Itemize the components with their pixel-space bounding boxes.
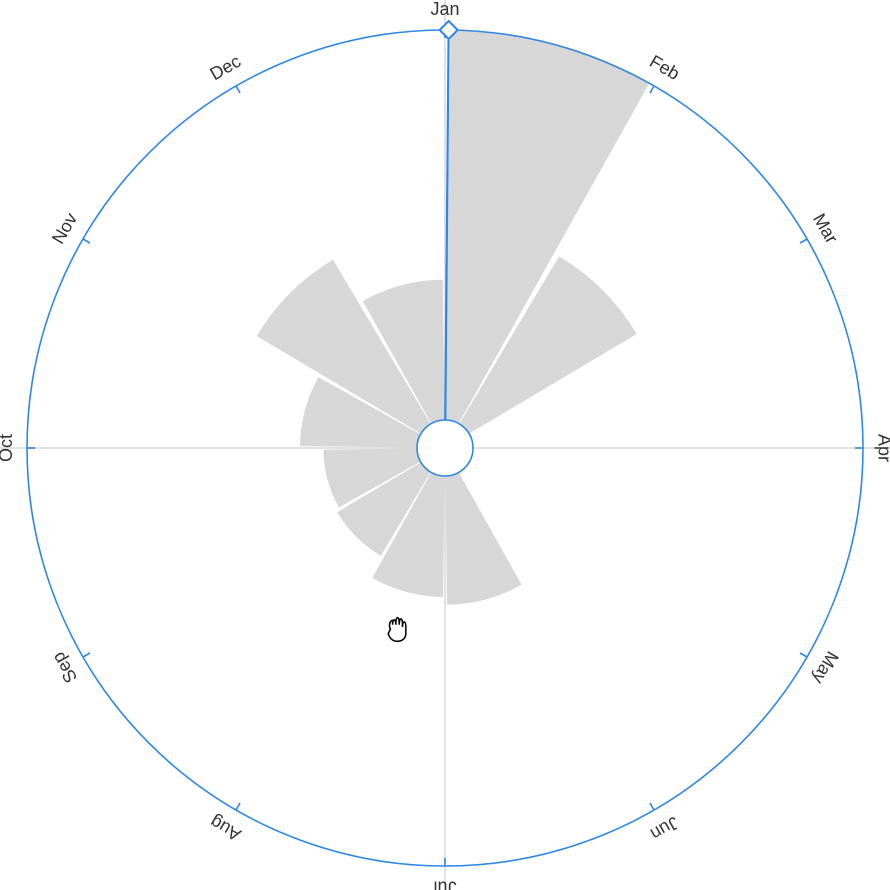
inner-circle <box>417 420 473 476</box>
axis-label-oct: Oct <box>0 434 16 462</box>
axis-label-jul: Jul <box>433 877 456 890</box>
polar-bar-chart[interactable]: JanFebMarAprMayJunJulAugSepOctNovDec <box>0 0 890 890</box>
axis-label-apr: Apr <box>874 434 890 462</box>
axis-label-jan: Jan <box>430 0 459 19</box>
